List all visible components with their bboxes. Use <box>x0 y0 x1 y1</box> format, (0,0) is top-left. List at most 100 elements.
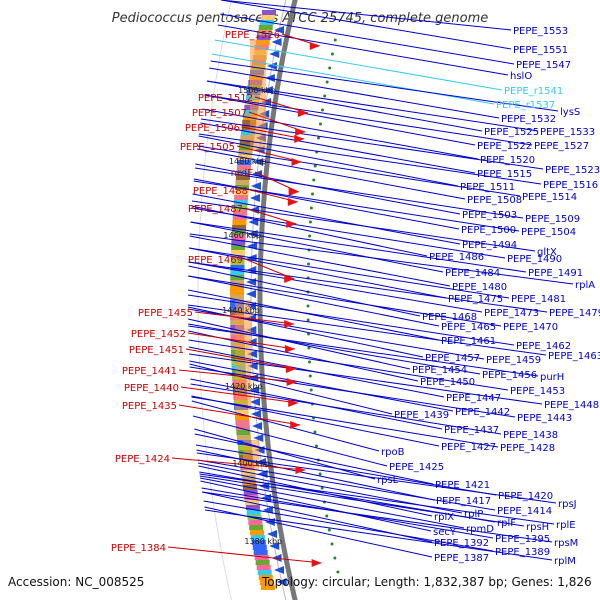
gene-label[interactable]: nrdF <box>231 168 254 179</box>
gene-label[interactable]: rplX <box>434 512 454 523</box>
gene-label[interactable]: PEPE_1453 <box>510 386 565 397</box>
gene-label[interactable]: PEPE_1533 <box>540 127 595 138</box>
gene-label[interactable]: PEPE_1520 <box>480 155 535 166</box>
gene-label[interactable]: PEPE_1469 <box>188 255 243 266</box>
gene-label[interactable]: purH <box>540 372 564 383</box>
gene-label[interactable]: PEPE_1395 <box>495 534 550 545</box>
gene-label[interactable]: PEPE_1527 <box>534 141 589 152</box>
gene-label[interactable]: PEPE_1462 <box>516 341 571 352</box>
gene-label[interactable]: PEPE_1487 <box>188 204 243 215</box>
gene-label[interactable]: PEPE_1463 <box>548 351 600 362</box>
gene-label[interactable]: PEPE_1435 <box>122 401 177 412</box>
gene-label[interactable]: PEPE_1516 <box>543 180 598 191</box>
gene-label[interactable]: PEPE_1465 <box>441 322 496 333</box>
gene-label[interactable]: gltX <box>537 247 557 258</box>
gene-label[interactable]: PEPE_1451 <box>129 345 184 356</box>
gene-label[interactable]: PEPE_1424 <box>115 454 170 465</box>
gene-label[interactable]: PEPE_1452 <box>131 329 186 340</box>
gene-label[interactable]: PEPE_r1541 <box>504 86 563 97</box>
gene-label[interactable]: PEPE_1506 <box>185 123 240 134</box>
gene-label[interactable]: PEPE_1457 <box>425 353 480 364</box>
gene-label[interactable]: PEPE_1470 <box>503 322 558 333</box>
tick-dot <box>333 556 337 560</box>
gene-label[interactable]: PEPE_1508 <box>467 195 522 206</box>
gene-label[interactable]: PEPE_1525 <box>484 127 539 138</box>
gene-label[interactable]: rpsH <box>526 522 549 533</box>
feature-block <box>236 165 251 170</box>
gene-label[interactable]: PEPE_1526 <box>225 30 280 41</box>
gene-label[interactable]: PEPE_1504 <box>521 227 576 238</box>
gene-label[interactable]: rpsM <box>554 538 578 549</box>
gene-label[interactable]: secY <box>433 527 457 538</box>
gene-label[interactable]: PEPE_1494 <box>462 240 517 251</box>
gene-label[interactable]: PEPE_1425 <box>389 462 444 473</box>
gene-label[interactable]: PEPE_1507 <box>192 108 247 119</box>
gene-label[interactable]: rplE <box>556 520 576 531</box>
gene-label[interactable]: PEPE_1479 <box>549 308 600 319</box>
gene-label[interactable]: rpsJ <box>558 499 577 510</box>
gene-label[interactable]: PEPE_1420 <box>498 491 553 502</box>
gene-label[interactable]: PEPE_1481 <box>511 294 566 305</box>
gene-label[interactable]: PEPE_1438 <box>503 430 558 441</box>
feature-block <box>231 240 246 245</box>
gene-label[interactable]: PEPE_1551 <box>513 45 568 56</box>
gene-label[interactable]: rpmD <box>466 524 494 535</box>
gene-label[interactable]: PEPE_1488 <box>193 186 248 197</box>
gene-label[interactable]: rpsL <box>377 475 399 486</box>
gene-label[interactable]: PEPE_1461 <box>441 336 496 347</box>
gene-label[interactable]: PEPE_1480 <box>452 282 507 293</box>
gene-label[interactable]: PEPE_1473 <box>484 308 539 319</box>
gene-label[interactable]: PEPE_1417 <box>436 496 491 507</box>
gene-label[interactable]: lysS <box>560 107 580 118</box>
gene-label[interactable]: PEPE_1447 <box>446 393 501 404</box>
gene-label[interactable]: PEPE_1522 <box>477 141 532 152</box>
gene-label[interactable]: PEPE_1553 <box>513 26 568 37</box>
forward-gene-arrow <box>288 399 299 407</box>
gene-label[interactable]: PEPE_1475 <box>448 294 503 305</box>
gene-label[interactable]: PEPE_1428 <box>500 443 555 454</box>
gene-label[interactable]: rplM <box>554 556 576 567</box>
feature-block <box>241 475 256 480</box>
gene-label[interactable]: PEPE_1468 <box>422 312 477 323</box>
gene-label[interactable]: rplF <box>497 518 516 529</box>
gene-label[interactable]: PEPE_1456 <box>482 370 537 381</box>
gene-label[interactable]: PEPE_1491 <box>528 268 583 279</box>
gene-label[interactable]: PEPE_1441 <box>122 366 177 377</box>
gene-label[interactable]: PEPE_1392 <box>434 538 489 549</box>
gene-label[interactable]: PEPE_1484 <box>445 268 500 279</box>
gene-label[interactable]: PEPE_1440 <box>124 383 179 394</box>
gene-label[interactable]: PEPE_1450 <box>420 377 475 388</box>
gene-label[interactable]: PEPE_1442 <box>455 407 510 418</box>
gene-label[interactable]: PEPE_1437 <box>444 425 499 436</box>
gene-label[interactable]: PEPE_1455 <box>138 308 193 319</box>
gene-label[interactable]: rplP <box>464 509 483 520</box>
gene-label[interactable]: rpoB <box>381 447 405 458</box>
gene-label[interactable]: PEPE_1505 <box>180 142 235 153</box>
gene-label[interactable]: PEPE_1490 <box>507 254 562 265</box>
gene-label[interactable]: PEPE_1503 <box>462 210 517 221</box>
gene-label[interactable]: rplA <box>575 280 595 291</box>
gene-label[interactable]: PEPE_1515 <box>477 169 532 180</box>
gene-label[interactable]: hslO <box>510 71 532 82</box>
gene-label[interactable]: PEPE_1486 <box>429 252 484 263</box>
gene-label[interactable]: PEPE_1443 <box>517 413 572 424</box>
gene-label[interactable]: PEPE_1421 <box>435 480 490 491</box>
gene-label[interactable]: PEPE_1389 <box>495 547 550 558</box>
gene-label[interactable]: PEPE_1523 <box>545 165 600 176</box>
gene-label[interactable]: PEPE_1512 <box>198 93 253 104</box>
gene-label[interactable]: PEPE_1509 <box>525 214 580 225</box>
gene-label[interactable]: PEPE_1384 <box>111 543 166 554</box>
gene-label[interactable]: PEPE_1500 <box>461 225 516 236</box>
gene-label[interactable]: PEPE_1514 <box>522 192 577 203</box>
gene-label[interactable]: PEPE_1547 <box>516 60 571 71</box>
gene-label[interactable]: PEPE_1414 <box>497 506 552 517</box>
gene-label[interactable]: PEPE_1459 <box>486 355 541 366</box>
gene-label[interactable]: PEPE_1387 <box>434 553 489 564</box>
gene-label[interactable]: PEPE_1532 <box>501 114 556 125</box>
gene-label[interactable]: PEPE_1427 <box>441 442 496 453</box>
gene-label[interactable]: PEPE_1454 <box>412 365 467 376</box>
gene-label[interactable]: PEPE_1439 <box>394 410 449 421</box>
gene-label[interactable]: PEPE_1511 <box>460 182 515 193</box>
gene-label[interactable]: PEPE_1448 <box>544 400 599 411</box>
gene-label[interactable]: PEPE_r1537 <box>496 100 555 111</box>
